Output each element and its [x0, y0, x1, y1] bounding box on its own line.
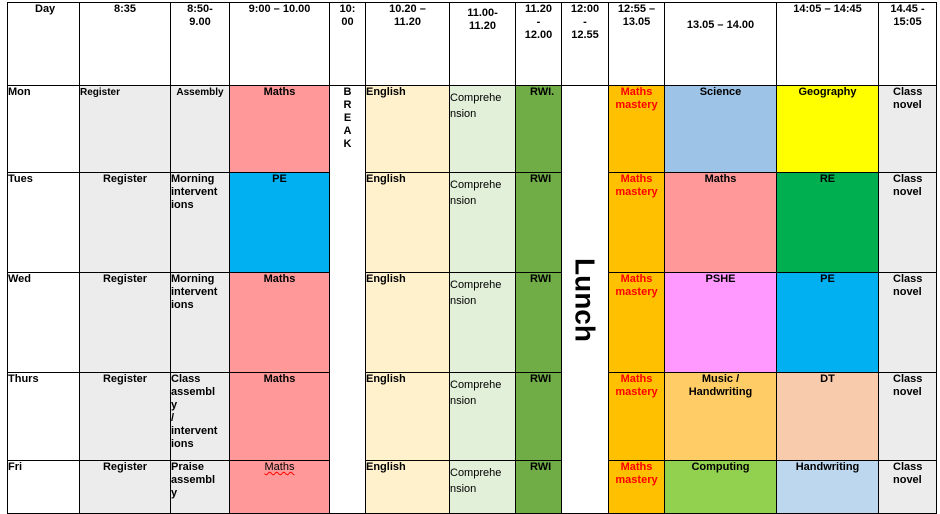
class-novel-cell: Class novel [878, 85, 937, 173]
comprehension-cell: Comprehe nsion [449, 372, 516, 461]
header-time: 12:00 - 12.55 [561, 2, 609, 86]
comprehension-cell: Comprehe nsion [449, 85, 516, 173]
header-time: 8:35 [79, 2, 171, 86]
afternoon-session-one-cell: PSHE [664, 272, 777, 373]
header-time: 14.45 - 15:05 [878, 2, 937, 86]
header-day: Day [7, 2, 80, 86]
lunch-column: Lunch [561, 85, 609, 514]
afternoon-session-two-cell: PE [776, 272, 879, 373]
day-label: Tues [7, 172, 80, 273]
comprehension-cell: Comprehe nsion [449, 272, 516, 373]
maths-mastery-cell: Maths mastery [608, 172, 665, 273]
table-row: Wed Register Morning intervent ions Maths En… [7, 272, 937, 373]
english-cell: English [365, 272, 450, 373]
session-one-label: Maths [264, 461, 295, 474]
comprehension-cell: Comprehe nsion [449, 460, 516, 514]
break-letter: K [343, 138, 352, 150]
afternoon-session-one-cell: Science [664, 85, 777, 173]
early-session-cell: Assembly [170, 85, 230, 173]
table-row: Mon Register Assembly Maths B R E A K English Comp… [7, 85, 937, 514]
table-row: Thurs Register Class assembl y / intervent… [7, 372, 937, 461]
early-session-cell: Morning intervent ions [170, 272, 230, 373]
comprehension-cell: Comprehe nsion [449, 172, 516, 273]
maths-mastery-cell: Maths mastery [608, 372, 665, 461]
register-cell: Register [79, 272, 171, 373]
class-novel-cell: Class novel [878, 460, 937, 514]
session-one-label: Maths [263, 273, 296, 286]
rwi-cell: RWI [515, 272, 562, 373]
header-time: 11.20 - 12.00 [515, 2, 562, 86]
session-one-cell: Maths [229, 272, 330, 373]
session-one-label: PE [272, 173, 287, 186]
table-row: Tues Register Morning intervent ions PE Engl… [7, 172, 937, 273]
header-time: 14:05 – 14:45 [776, 2, 879, 86]
table-row: Fri Register Praise assembl y Maths English C… [7, 460, 937, 514]
header-time: 10: 00 [329, 2, 366, 86]
rwi-cell: RWI [515, 172, 562, 273]
break-letter: B [343, 86, 352, 99]
afternoon-session-two-cell: Handwriting [776, 460, 879, 514]
class-novel-cell: Class novel [878, 372, 937, 461]
class-novel-cell: Class novel [878, 172, 937, 273]
header-time: 8:50- 9.00 [170, 2, 230, 86]
break-letter: A [343, 125, 352, 137]
maths-mastery-cell: Maths mastery [608, 272, 665, 373]
header-time: 13.05 – 14.00 [664, 2, 777, 86]
english-cell: English [365, 172, 450, 273]
register-cell: Register [79, 172, 171, 273]
afternoon-session-one-cell: Computing [664, 460, 777, 514]
early-session-cell: Morning intervent ions [170, 172, 230, 273]
lunch-label: Lunch [569, 257, 601, 342]
session-one-cell: Maths [229, 372, 330, 461]
rwi-cell: RWI [515, 372, 562, 461]
class-novel-cell: Class novel [878, 272, 937, 373]
afternoon-session-two-cell: DT [776, 372, 879, 461]
break-letter: E [343, 112, 352, 124]
early-session-cell: Class assembl y / intervent ions [170, 372, 230, 461]
afternoon-session-one-cell: Music / Handwriting [664, 372, 777, 461]
timetable: Day 8:35 8:50- 9.00 9:00 – 10.00 10: 00 … [7, 2, 937, 514]
register-cell: Register [79, 372, 171, 461]
afternoon-session-one-cell: Maths [664, 172, 777, 273]
day-label: Fri [7, 460, 80, 514]
header-time: 11.00- 11.20 [449, 2, 516, 86]
register-cell: Register [79, 460, 171, 514]
day-label: Wed [7, 272, 80, 373]
break-letter: R [343, 99, 352, 111]
header-time: 9:00 – 10.00 [229, 2, 330, 86]
session-one-cell: Maths [229, 460, 330, 514]
header-time: 12:55 – 13.05 [608, 2, 665, 86]
session-one-cell: PE [229, 172, 330, 273]
session-one-label: Maths [263, 373, 296, 386]
header-row: Day 8:35 8:50- 9.00 9:00 – 10.00 10: 00 … [7, 2, 937, 86]
english-cell: English [365, 372, 450, 461]
english-cell: English [365, 460, 450, 514]
rwi-cell: RWI. [515, 85, 562, 173]
maths-mastery-cell: Maths mastery [608, 85, 665, 173]
afternoon-session-two-cell: RE [776, 172, 879, 273]
header-time: 10.20 – 11.20 [365, 2, 450, 86]
english-cell: English [365, 85, 450, 173]
rwi-cell: RWI [515, 460, 562, 514]
session-one-label: Maths [263, 86, 296, 99]
session-one-cell: Maths [229, 85, 330, 173]
early-session-cell: Praise assembl y [170, 460, 230, 514]
maths-mastery-cell: Maths mastery [608, 460, 665, 514]
day-label: Mon [7, 85, 80, 173]
day-label: Thurs [7, 372, 80, 461]
register-cell: Register [79, 85, 171, 173]
afternoon-session-two-cell: Geography [776, 85, 879, 173]
